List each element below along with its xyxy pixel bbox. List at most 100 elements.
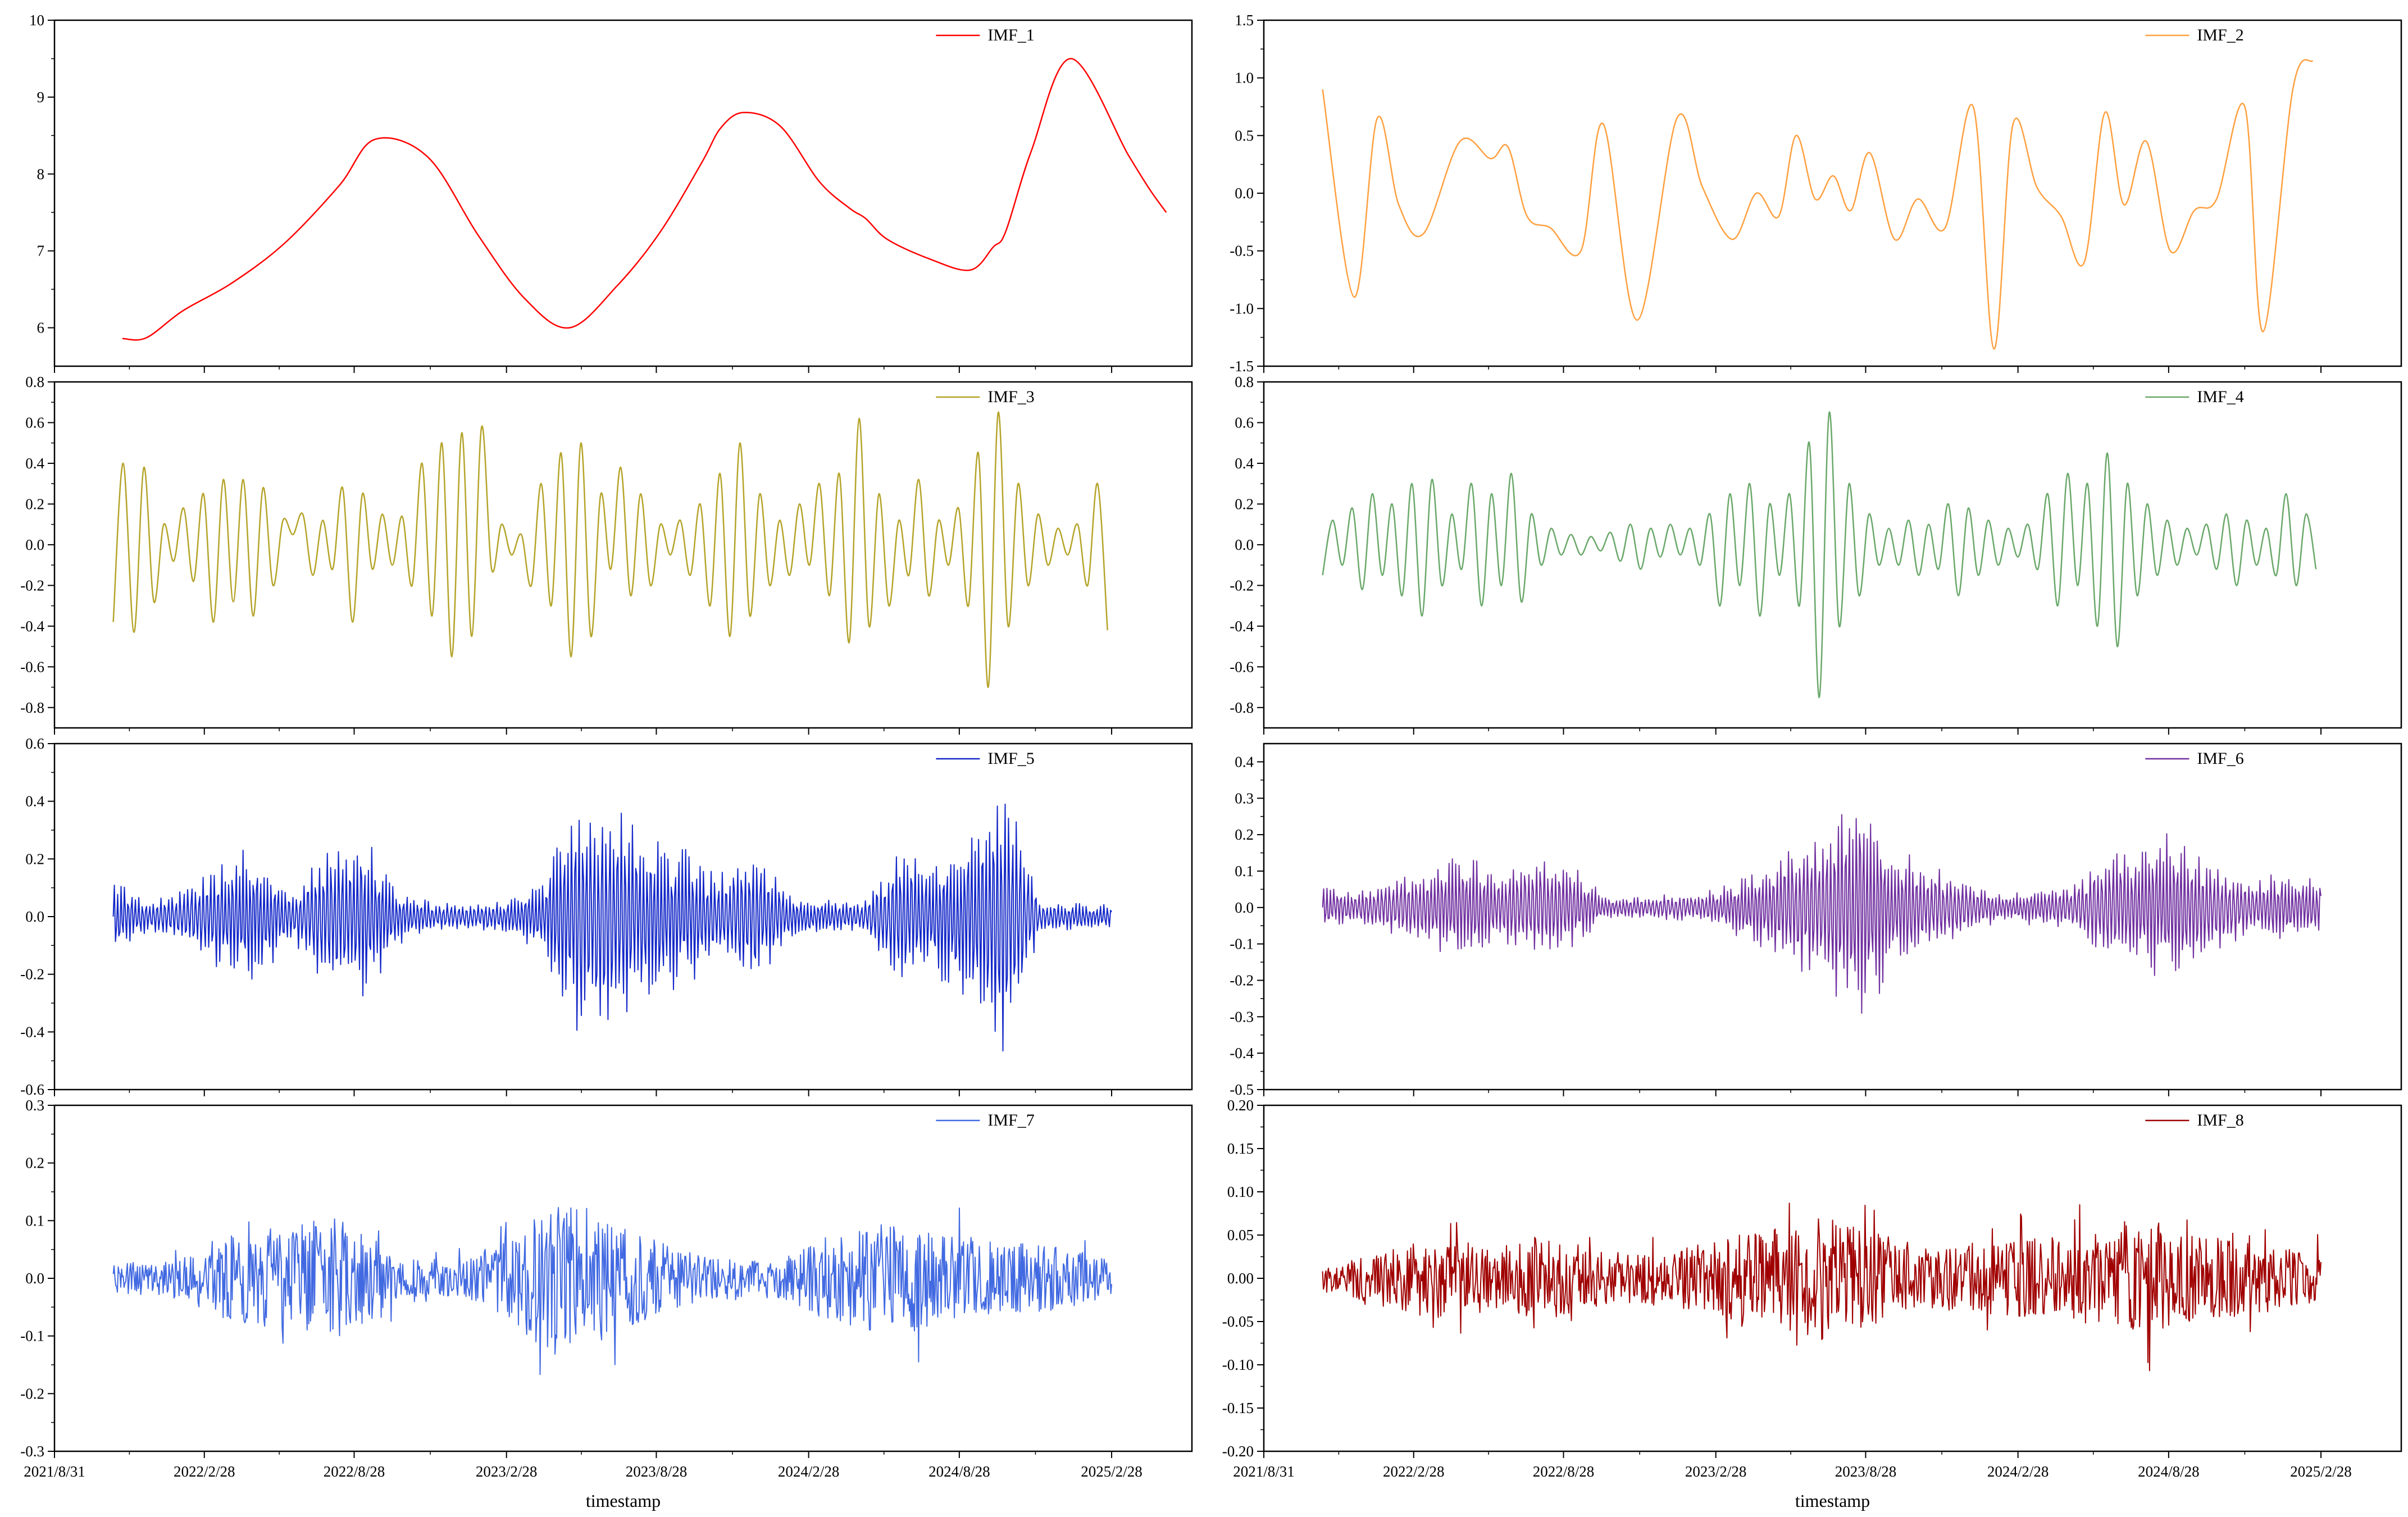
y-tick-label: 0.8 bbox=[1235, 373, 1254, 390]
series-line bbox=[112, 412, 1108, 688]
y-tick-label: -0.6 bbox=[1230, 658, 1254, 675]
x-axis-title: timestamp bbox=[586, 1491, 661, 1511]
y-tick-label: 0.6 bbox=[25, 735, 44, 752]
y-tick-label: 0.8 bbox=[25, 373, 44, 390]
plot-frame bbox=[53, 381, 1193, 729]
x-tick-label: 2022/8/28 bbox=[324, 1463, 385, 1480]
panel-imf-6: -0.5 -0.4 -0.3 -0.2 -0.1 0.0 0.1 0.2 0.3 0.4 IMF_6 bbox=[1230, 742, 2402, 1098]
y-tick-label: 0.00 bbox=[1227, 1270, 1254, 1287]
series-line bbox=[112, 803, 1112, 1052]
y-tick-label: -0.4 bbox=[1230, 618, 1254, 635]
y-tick-label: -0.2 bbox=[1230, 577, 1254, 594]
x-axis-title: timestamp bbox=[1795, 1491, 1870, 1511]
y-tick-label: -0.05 bbox=[1222, 1313, 1254, 1330]
x-tick-label: 2023/8/28 bbox=[1835, 1463, 1897, 1480]
y-tick-label: 0.3 bbox=[25, 1097, 44, 1114]
y-tick-label: 0.20 bbox=[1227, 1097, 1254, 1114]
y-tick-label: -0.2 bbox=[20, 966, 44, 983]
x-tick-label: 2022/2/28 bbox=[174, 1463, 235, 1480]
x-tick-label: 2024/2/28 bbox=[778, 1463, 840, 1480]
y-tick-label: -0.8 bbox=[20, 699, 44, 716]
panel-imf-7: -0.3 -0.2 -0.1 0.0 0.1 0.2 0.3 2021/8/31 2022/2/… bbox=[20, 1097, 1193, 1480]
x-tick-label: 2023/2/28 bbox=[1685, 1463, 1747, 1480]
y-tick-label: -0.2 bbox=[1230, 972, 1254, 988]
y-tick-label: 7 bbox=[37, 243, 45, 259]
legend-label: IMF_4 bbox=[2197, 388, 2243, 406]
legend-label: IMF_8 bbox=[2197, 1111, 2243, 1129]
y-tick-label: -1.5 bbox=[1230, 358, 1254, 375]
series-line bbox=[122, 58, 1167, 341]
panel-imf-1: 6 7 8 9 10 IMF_1 bbox=[29, 12, 1193, 373]
y-tick-label: -0.2 bbox=[20, 1385, 44, 1402]
y-tick-label: 0.4 bbox=[1235, 753, 1254, 770]
y-tick-label: -0.4 bbox=[1230, 1045, 1254, 1062]
x-tick-label: 2024/8/28 bbox=[928, 1463, 990, 1480]
y-tick-label: 0.6 bbox=[25, 414, 44, 431]
y-tick-label: -0.4 bbox=[20, 1023, 44, 1040]
y-tick-label: 0.2 bbox=[25, 495, 44, 512]
y-tick-label: 0.4 bbox=[25, 455, 44, 472]
x-tick-label: 2023/8/28 bbox=[626, 1463, 688, 1480]
y-tick-label: -0.1 bbox=[1230, 936, 1254, 953]
y-tick-label: -0.8 bbox=[1230, 699, 1254, 716]
y-tick-label: 10 bbox=[29, 12, 44, 29]
plot-frame bbox=[1263, 19, 2402, 367]
y-tick-label: -0.2 bbox=[20, 577, 44, 594]
y-tick-label: 0.4 bbox=[25, 793, 44, 810]
y-tick-label: 6 bbox=[37, 320, 45, 336]
y-tick-label: -0.20 bbox=[1222, 1443, 1254, 1460]
y-tick-label: -0.3 bbox=[1230, 1008, 1254, 1025]
y-tick-label: -0.10 bbox=[1222, 1356, 1254, 1373]
y-tick-label: -0.6 bbox=[20, 1081, 44, 1098]
y-tick-label: 0.1 bbox=[1235, 863, 1254, 880]
y-tick-label: 0.4 bbox=[1235, 455, 1254, 472]
legend-label: IMF_6 bbox=[2197, 749, 2243, 768]
y-tick-label: 1.0 bbox=[1235, 70, 1254, 86]
x-tick-label: 2025/2/28 bbox=[1081, 1463, 1142, 1480]
y-tick-label: 0.0 bbox=[25, 1270, 44, 1287]
y-tick-label: -0.15 bbox=[1222, 1400, 1254, 1416]
y-tick-label: 0.5 bbox=[1235, 127, 1254, 144]
y-tick-label: 0.6 bbox=[1235, 414, 1254, 431]
y-tick-label: 0.0 bbox=[25, 908, 44, 925]
y-tick-label: -0.6 bbox=[20, 658, 44, 675]
x-tick-label: 2024/2/28 bbox=[1987, 1463, 2049, 1480]
series-line bbox=[1322, 1202, 2321, 1372]
y-tick-label: -0.5 bbox=[1230, 1081, 1254, 1098]
legend-label: IMF_2 bbox=[2197, 26, 2243, 44]
y-tick-label: -0.5 bbox=[1230, 243, 1254, 259]
y-tick-label: 0.2 bbox=[25, 1155, 44, 1172]
x-tick-label: 2022/8/28 bbox=[1533, 1463, 1595, 1480]
plot-frame bbox=[53, 19, 1193, 367]
y-tick-label: -1.0 bbox=[1230, 300, 1254, 317]
series-line bbox=[112, 1207, 1112, 1375]
series-line bbox=[1322, 59, 2314, 350]
y-tick-label: -0.3 bbox=[20, 1443, 44, 1460]
panel-imf-5: -0.6 -0.4 -0.2 0.0 0.2 0.4 0.6 IMF_5 bbox=[20, 735, 1193, 1098]
y-tick-label: 0.2 bbox=[25, 850, 44, 867]
y-tick-label: 9 bbox=[37, 89, 45, 106]
y-tick-label: -0.4 bbox=[20, 618, 44, 635]
y-tick-label: 0.10 bbox=[1227, 1183, 1254, 1200]
y-tick-label: 0.1 bbox=[25, 1212, 44, 1229]
y-tick-label: 0.0 bbox=[25, 536, 44, 553]
y-tick-label: 0.05 bbox=[1227, 1227, 1254, 1243]
y-tick-label: -0.1 bbox=[20, 1328, 44, 1345]
y-tick-label: 0.2 bbox=[1235, 826, 1254, 843]
x-tick-label: 2023/2/28 bbox=[476, 1463, 538, 1480]
legend-label: IMF_3 bbox=[987, 388, 1034, 406]
panel-imf-3: -0.8 -0.6 -0.4 -0.2 0.0 0.2 0.4 0.6 0.8 IMF_3 bbox=[20, 373, 1193, 735]
plot-frame bbox=[1263, 381, 2402, 729]
panel-imf-4: -0.8 -0.6 -0.4 -0.2 0.0 0.2 0.4 0.6 0.8 IMF_4 bbox=[1230, 373, 2402, 735]
y-tick-label: 0.15 bbox=[1227, 1140, 1254, 1157]
x-tick-label: 2022/2/28 bbox=[1383, 1463, 1445, 1480]
series-line bbox=[1322, 411, 2317, 698]
y-tick-label: 0.3 bbox=[1235, 790, 1254, 807]
y-tick-label: 0.0 bbox=[1235, 536, 1254, 553]
x-tick-label: 2021/8/31 bbox=[24, 1463, 85, 1480]
legend-label: IMF_7 bbox=[987, 1111, 1034, 1129]
x-tick-label: 2024/8/28 bbox=[2138, 1463, 2200, 1480]
y-tick-label: 8 bbox=[37, 166, 45, 183]
panel-imf-2: -1.5 -1.0 -0.5 0.0 0.5 1.0 1.5 IMF_2 bbox=[1230, 12, 2402, 375]
x-tick-label: 2021/8/31 bbox=[1233, 1463, 1295, 1480]
